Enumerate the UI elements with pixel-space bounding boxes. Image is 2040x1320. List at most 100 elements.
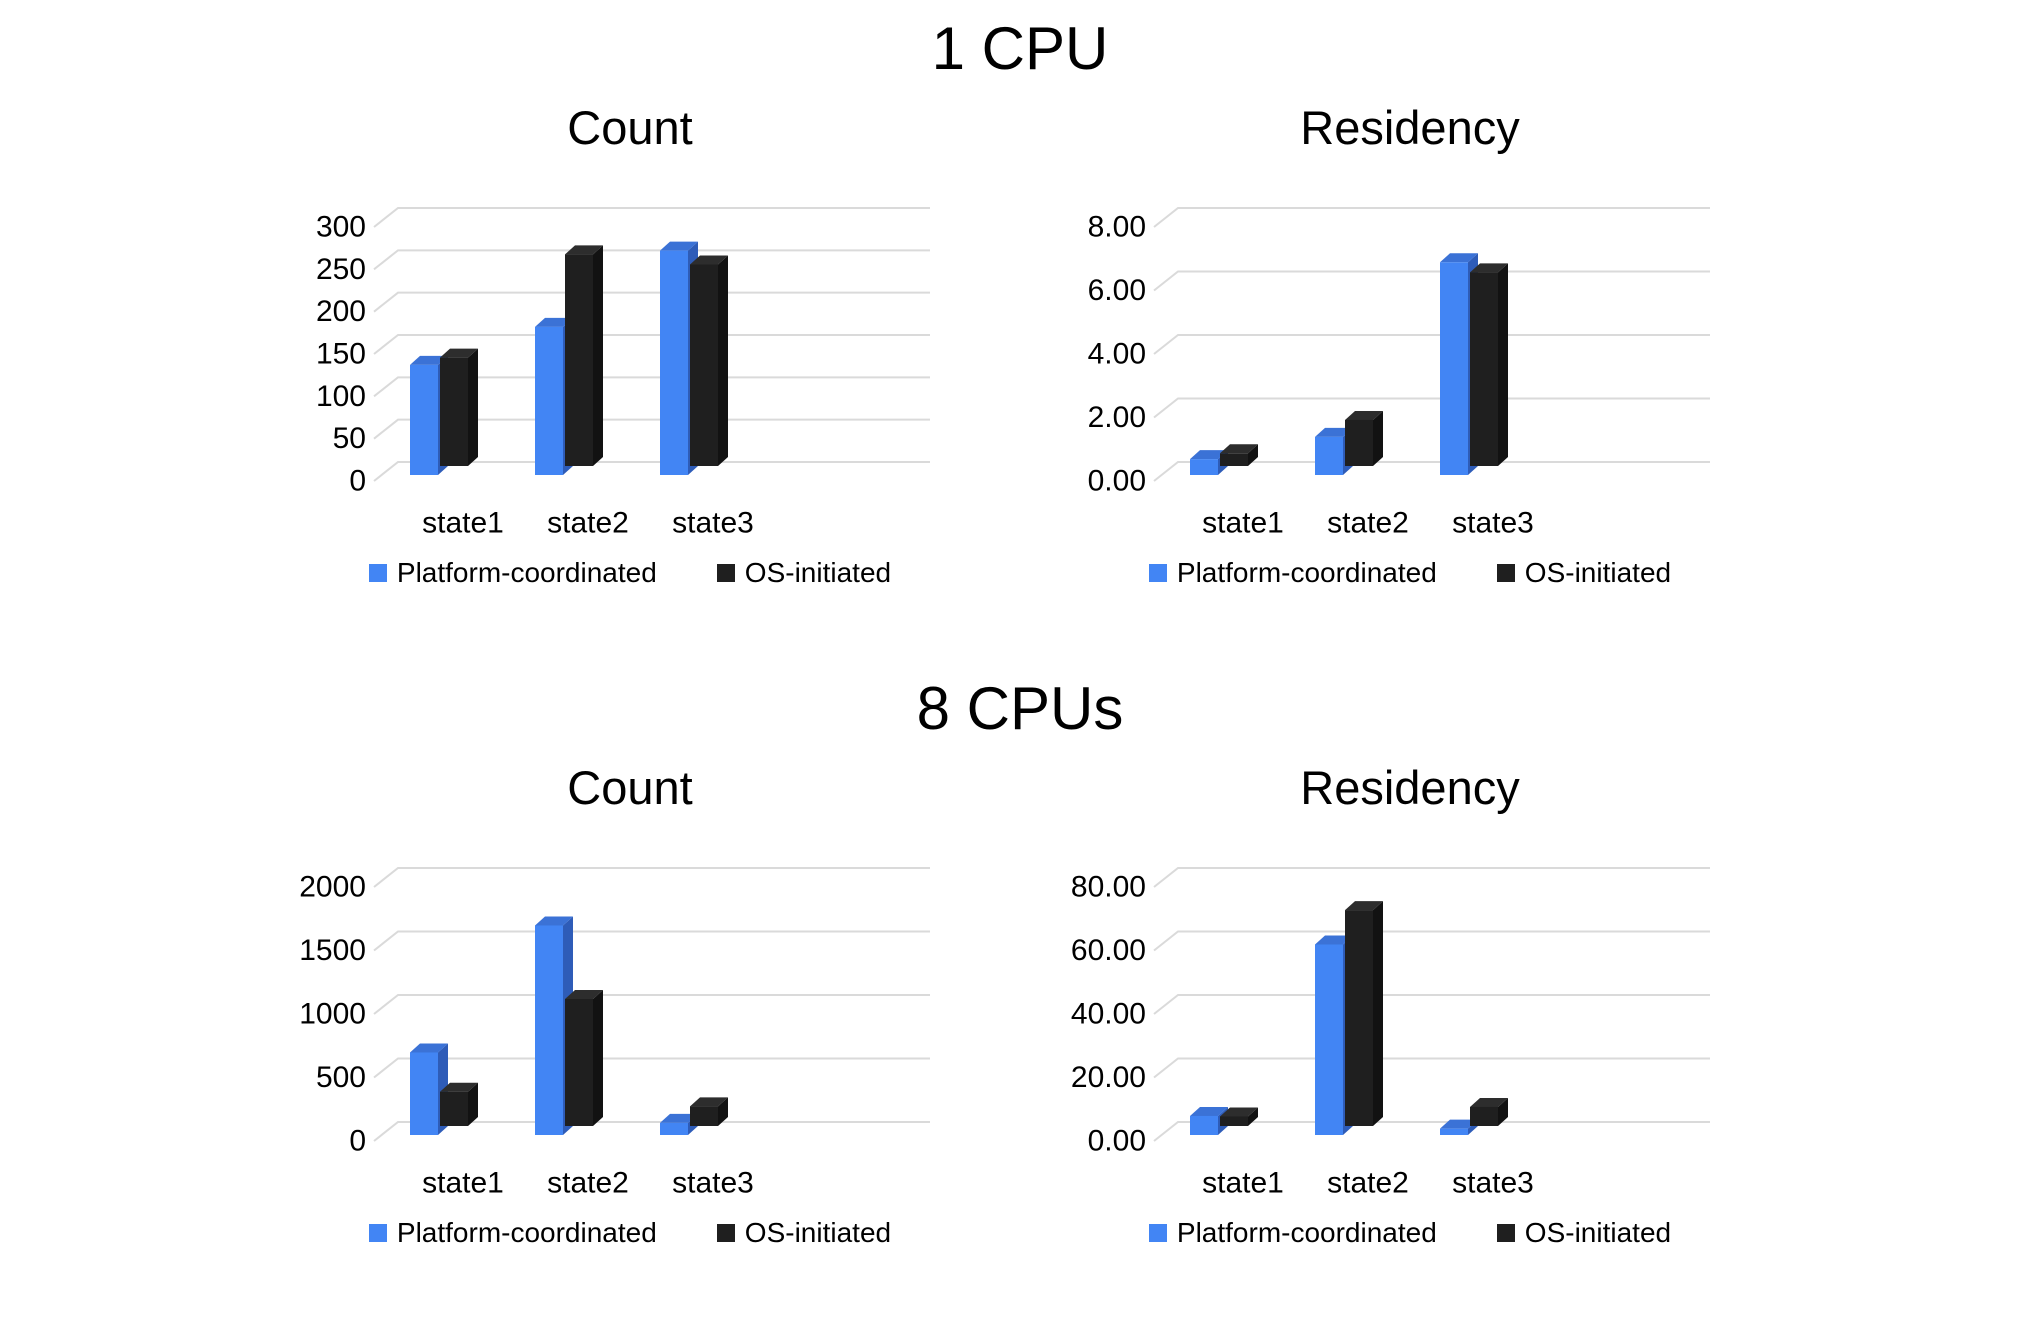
gridlines bbox=[373, 867, 930, 1142]
legend-label: OS-initiated bbox=[1524, 1217, 1672, 1249]
x-category-label: state3 bbox=[1452, 507, 1534, 540]
bar-top-face bbox=[1315, 427, 1353, 437]
bar bbox=[1440, 1128, 1468, 1136]
bars-platform-coordinated bbox=[1190, 253, 1478, 476]
y-tick-label: 1500 bbox=[299, 934, 366, 967]
bar bbox=[440, 1091, 468, 1127]
bar-top-face bbox=[1220, 444, 1258, 454]
bar bbox=[1345, 420, 1373, 467]
y-tick-label: 8.00 bbox=[1088, 211, 1146, 244]
y-tick-label: 100 bbox=[316, 380, 366, 413]
gridline bbox=[373, 994, 930, 1015]
legend-color-swatch bbox=[368, 1224, 387, 1243]
gridlines bbox=[1153, 867, 1710, 1142]
bar bbox=[410, 364, 438, 476]
x-axis-category-labels: state1 state2 state3 bbox=[1202, 507, 1534, 540]
gridline bbox=[1153, 270, 1710, 292]
legend-color-swatch bbox=[716, 1224, 735, 1243]
bar-top-face bbox=[1190, 450, 1228, 460]
bar-side-face bbox=[1248, 1107, 1258, 1127]
bar bbox=[1220, 1116, 1248, 1127]
chart-panel-count: Count 300 250 200 150 100 50 0 state1 state2 state… bbox=[270, 83, 990, 589]
y-tick-label: 0 bbox=[349, 1125, 366, 1158]
gridline bbox=[373, 291, 930, 313]
bars-os-initiated bbox=[1220, 901, 1508, 1127]
bar bbox=[1440, 262, 1468, 476]
bar bbox=[690, 1106, 718, 1127]
legend-item-platform-coordinated: Platform-coordinated bbox=[368, 1217, 657, 1249]
bar-top-face bbox=[660, 241, 698, 251]
legend-label: OS-initiated bbox=[744, 1217, 892, 1249]
bar-side-face bbox=[1373, 411, 1383, 467]
legend-color-swatch bbox=[1148, 1224, 1167, 1243]
bar-top-face bbox=[1190, 1107, 1228, 1117]
legend-item-platform-coordinated: Platform-coordinated bbox=[1148, 557, 1437, 589]
bar-side-face bbox=[1498, 1098, 1508, 1127]
y-tick-label: 200 bbox=[316, 295, 366, 328]
gridline bbox=[373, 930, 930, 952]
y-axis-tick-labels: 80.00 60.00 40.00 20.00 0.00 bbox=[1071, 871, 1146, 1158]
y-tick-label: 6.00 bbox=[1088, 274, 1146, 307]
x-category-label: state1 bbox=[1202, 507, 1284, 540]
bar-top-face bbox=[660, 1114, 698, 1124]
y-axis-tick-labels: 8.00 6.00 4.00 2.00 0.00 bbox=[1088, 211, 1146, 498]
gridline bbox=[1153, 207, 1710, 228]
bar-top-face bbox=[690, 255, 728, 265]
bar-top-face bbox=[1345, 901, 1383, 911]
section-title-1-cpu: 1 CPU bbox=[931, 15, 1109, 82]
y-axis-tick-labels: 2000 1500 1000 500 0 bbox=[299, 871, 366, 1158]
bar-top-face bbox=[440, 348, 478, 358]
bar-top-face bbox=[440, 1082, 478, 1092]
y-tick-label: 0.00 bbox=[1088, 465, 1146, 498]
chart-legend: Platform-coordinated OS-initiated bbox=[270, 557, 990, 589]
section-1-cpu: 1 CPU Count 300 250 200 150 100 50 0 state1 state… bbox=[0, 14, 2040, 589]
y-tick-label: 40.00 bbox=[1071, 998, 1146, 1031]
y-tick-label: 4.00 bbox=[1088, 338, 1146, 371]
chart-panel-count: Count 2000 1500 1000 500 0 state1 state2 state3 P… bbox=[270, 743, 990, 1249]
bars-os-initiated bbox=[440, 990, 728, 1127]
bar-top-face bbox=[565, 990, 603, 1000]
y-tick-label: 150 bbox=[316, 338, 366, 371]
bars-os-initiated bbox=[1220, 263, 1508, 467]
y-axis-tick-labels: 300 250 200 150 100 50 0 bbox=[316, 211, 366, 498]
legend-item-platform-coordinated: Platform-coordinated bbox=[1148, 1217, 1437, 1249]
bar-side-face bbox=[468, 348, 478, 467]
bar bbox=[1220, 453, 1248, 467]
gridlines bbox=[373, 207, 930, 482]
gridline bbox=[1153, 930, 1710, 952]
bar bbox=[440, 357, 468, 467]
bars-platform-coordinated bbox=[1190, 935, 1478, 1136]
x-category-label: state3 bbox=[672, 1167, 754, 1200]
y-tick-label: 2000 bbox=[299, 871, 366, 904]
chart-legend: Platform-coordinated OS-initiated bbox=[1050, 557, 1770, 589]
bar-side-face bbox=[468, 1082, 478, 1127]
bars-os-initiated bbox=[440, 245, 728, 467]
section-8-cpus: 8 CPUs Count 2000 1500 1000 500 0 state1 state2… bbox=[0, 674, 2040, 1249]
legend-item-os-initiated: OS-initiated bbox=[716, 1217, 892, 1249]
gridline bbox=[373, 867, 930, 888]
bar-top-face bbox=[535, 916, 573, 926]
chart-title: Residency bbox=[1300, 761, 1520, 815]
bar-top-face bbox=[1440, 1119, 1478, 1129]
y-tick-label: 0 bbox=[349, 465, 366, 498]
legend-item-os-initiated: OS-initiated bbox=[716, 557, 892, 589]
bar-top-face bbox=[535, 317, 573, 327]
y-tick-label: 500 bbox=[316, 1061, 366, 1094]
bar-top-face bbox=[1315, 935, 1353, 945]
legend-label: OS-initiated bbox=[744, 557, 892, 589]
x-category-label: state1 bbox=[1202, 1167, 1284, 1200]
gridline bbox=[373, 334, 930, 355]
bar bbox=[535, 925, 563, 1136]
gridline bbox=[1153, 1121, 1710, 1142]
gridline bbox=[373, 418, 930, 440]
bar-side-face bbox=[718, 1097, 728, 1127]
legend-color-swatch bbox=[1148, 564, 1167, 583]
x-category-label: state1 bbox=[422, 1167, 504, 1200]
bar-side-face bbox=[1498, 263, 1508, 467]
gridline bbox=[1153, 397, 1710, 419]
bar bbox=[1315, 436, 1343, 476]
chart-title: Count bbox=[567, 761, 693, 815]
legend-color-swatch bbox=[1496, 564, 1515, 583]
bar bbox=[690, 264, 718, 467]
